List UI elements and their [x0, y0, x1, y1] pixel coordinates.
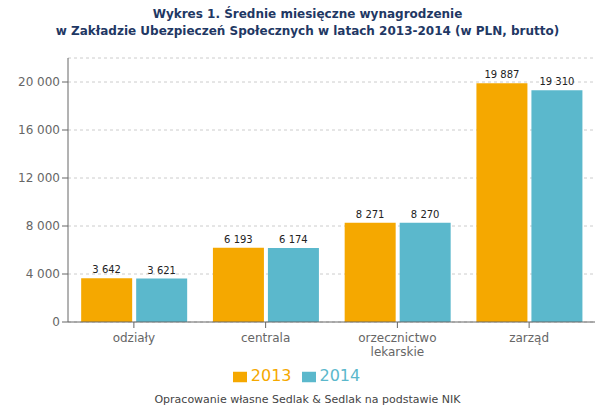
svg-text:8 270: 8 270 [411, 209, 440, 220]
svg-text:12 000: 12 000 [18, 171, 60, 185]
svg-text:16 000: 16 000 [18, 123, 60, 137]
svg-text:19 310: 19 310 [539, 76, 574, 87]
svg-text:3 642: 3 642 [92, 264, 121, 275]
html-text:2013: 2013 [250, 366, 292, 385]
svg-text:4 000: 4 000 [26, 267, 60, 281]
html-text:2014: 2014 [319, 366, 361, 385]
html-text:Opracowanie własne Sedlak & Se: Opracowanie własne Sedlak & Sedlak na po… [154, 393, 461, 406]
svg-text:20 000: 20 000 [18, 75, 60, 89]
svg-text:19 887: 19 887 [484, 69, 519, 80]
svg-text:6 174: 6 174 [279, 234, 308, 245]
svg-text:6 193: 6 193 [224, 234, 253, 245]
svg-text:centrala: centrala [241, 331, 290, 345]
svg-text:8 000: 8 000 [26, 219, 60, 233]
html-text:Wykres 1. Średnie miesięczne w: Wykres 1. Średnie miesięczne wynagrodzen… [152, 7, 463, 21]
svg-text:8 271: 8 271 [356, 209, 385, 220]
svg-text:orzecznictwolekarskie: orzecznictwolekarskie [358, 331, 436, 359]
svg-text:zarząd: zarząd [509, 331, 549, 345]
svg-text:odziały: odziały [113, 331, 155, 345]
svg-text:0: 0 [52, 315, 60, 329]
svg-text:3 621: 3 621 [147, 265, 176, 276]
html-text:w Zakładzie Ubezpieczeń Społec: w Zakładzie Ubezpieczeń Społecznych w la… [55, 24, 560, 38]
